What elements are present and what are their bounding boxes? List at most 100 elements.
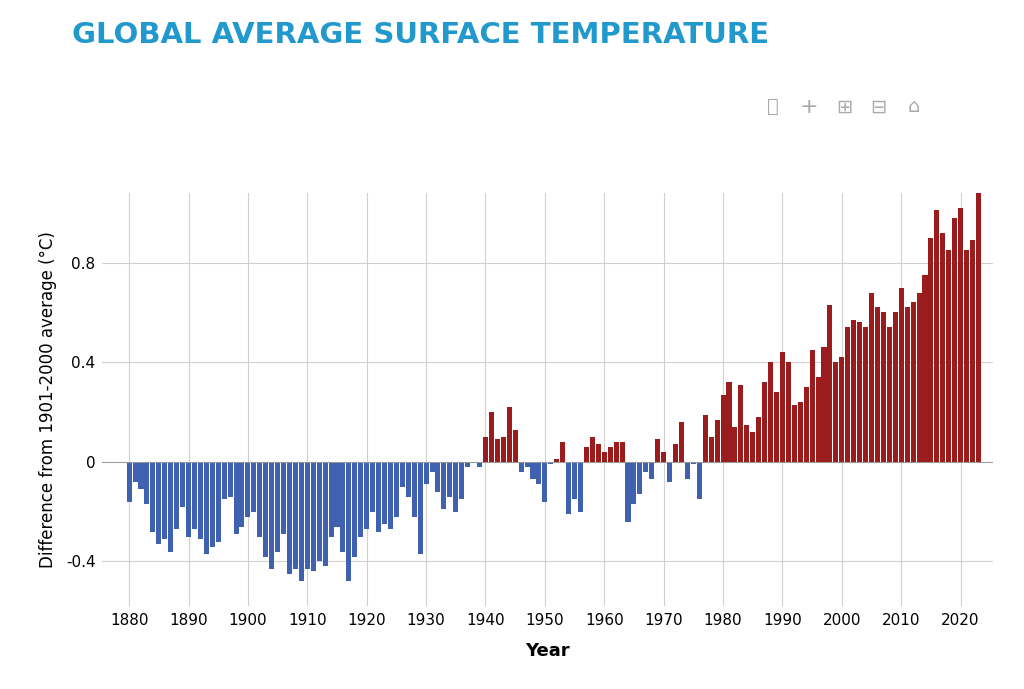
Bar [679,422,684,462]
Bar [240,462,245,526]
Bar [543,462,548,502]
Bar [281,462,286,534]
Bar [174,462,179,529]
Bar [524,462,529,467]
Bar [916,293,922,462]
Bar [756,417,761,462]
Bar [263,462,268,557]
Bar [246,462,251,517]
Bar [548,462,553,464]
Bar [412,462,417,517]
Bar [370,462,375,512]
Bar [726,382,731,462]
Bar [216,462,221,542]
Text: GLOBAL AVERAGE SURFACE TEMPERATURE: GLOBAL AVERAGE SURFACE TEMPERATURE [72,21,769,49]
Bar [257,462,262,537]
Bar [144,462,150,504]
Bar [127,462,132,502]
Bar [899,287,904,462]
Bar [418,462,423,554]
Bar [845,327,850,462]
Bar [459,462,464,500]
Bar [970,240,975,462]
Bar [507,407,512,462]
Bar [637,462,642,494]
Bar [168,462,173,551]
Bar [578,462,583,512]
Bar [198,462,203,539]
Bar [132,462,137,482]
Bar [607,447,612,462]
Bar [946,250,951,462]
Bar [221,462,226,500]
Bar [691,462,696,464]
Bar [827,305,833,462]
Bar [934,210,939,462]
Bar [715,420,720,462]
Bar [744,424,750,462]
Bar [454,462,459,512]
Bar [346,462,351,582]
Bar [513,429,518,462]
Bar [572,462,578,500]
Text: ⊟: ⊟ [870,97,887,116]
Bar [399,462,404,487]
Bar [429,462,434,472]
Bar [590,437,595,462]
Bar [643,462,648,472]
Bar [923,275,928,462]
Bar [673,444,678,462]
Bar [358,462,364,537]
Bar [840,358,845,462]
Bar [293,462,298,569]
Bar [287,462,292,574]
Bar [180,462,185,506]
Bar [305,462,310,569]
Bar [204,462,209,554]
Bar [323,462,328,566]
Text: ⎙: ⎙ [767,97,779,116]
Bar [964,250,969,462]
Bar [952,218,957,462]
Bar [376,462,381,532]
Bar [488,412,494,462]
Bar [798,402,803,462]
Bar [732,427,737,462]
Y-axis label: Difference from 1901-2000 average (°C): Difference from 1901-2000 average (°C) [40,232,57,568]
Bar [709,437,714,462]
Bar [929,238,934,462]
Bar [483,437,488,462]
Bar [834,362,839,462]
Bar [904,307,909,462]
Bar [774,392,779,462]
Bar [310,462,315,571]
Bar [649,462,654,480]
Bar [501,437,506,462]
Bar [162,462,167,539]
Bar [157,462,162,544]
Bar [352,462,357,557]
Bar [316,462,322,562]
Bar [365,462,370,529]
Bar [696,462,701,500]
Bar [785,362,791,462]
Bar [685,462,690,480]
Bar [881,312,886,462]
Bar [435,462,440,492]
Bar [821,347,826,462]
Bar [447,462,453,497]
Bar [406,462,411,497]
Bar [394,462,399,517]
Bar [329,462,334,537]
Bar [863,327,868,462]
Bar [441,462,446,509]
Bar [382,462,387,524]
Bar [810,350,815,462]
Bar [887,327,892,462]
Bar [632,462,637,504]
Bar [477,462,482,467]
Bar [804,387,809,462]
Bar [667,462,672,482]
Text: +: + [800,96,818,117]
Bar [655,440,660,462]
